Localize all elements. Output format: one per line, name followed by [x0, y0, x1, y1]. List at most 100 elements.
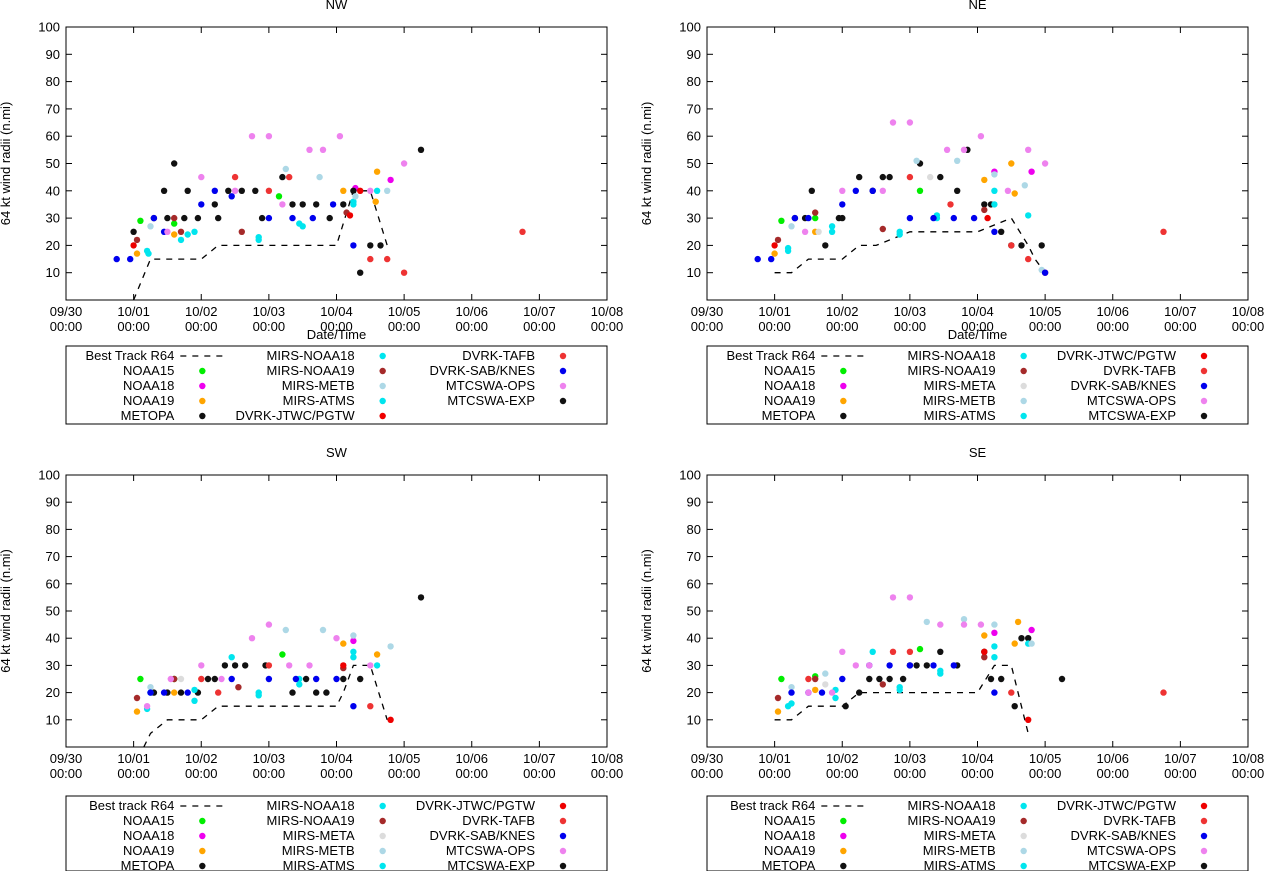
- x-tick-label: 00:00: [185, 319, 218, 334]
- legend-symbol: [1020, 802, 1027, 810]
- legend-label: MIRS-METB: [923, 843, 996, 858]
- data-point-metopa: [856, 689, 863, 696]
- y-tick-label: 60: [46, 576, 60, 591]
- y-tick-label: 70: [46, 101, 60, 116]
- data-point-noaa19: [171, 231, 178, 238]
- legend-label: DVRK-JTWC/PGTW: [236, 408, 356, 423]
- data-point-dvrk-tafb: [1160, 689, 1167, 696]
- data-point-metopa: [886, 675, 893, 683]
- data-point-noaa19: [372, 198, 379, 205]
- y-tick-label: 50: [46, 156, 60, 171]
- data-point-mirs-noaa18: [991, 643, 998, 650]
- x-tick-label: 00:00: [961, 319, 994, 334]
- y-tick-label: 30: [46, 211, 60, 226]
- data-point-dvrk-sab-knes: [791, 214, 799, 222]
- legend-symbol: [1020, 352, 1027, 360]
- x-tick-label: 00:00: [961, 766, 994, 781]
- data-point-dvrk-tafb: [265, 662, 273, 669]
- data-point-dvrk-sab-knes: [184, 689, 191, 696]
- data-point-dvrk-jtwc-pgtw: [981, 648, 988, 655]
- y-tick-label: 40: [46, 631, 60, 646]
- panel-sw: SW10203040506070809010009/3000:0010/0100…: [0, 445, 624, 873]
- data-point-metopa: [211, 201, 218, 208]
- data-point-mirs-noaa19: [171, 214, 178, 222]
- y-axis-label: 64 kt wind radii (n.mi): [639, 549, 654, 673]
- data-point-metopa: [258, 214, 266, 222]
- data-point-dvrk-sab-knes: [309, 214, 316, 222]
- x-tick-label: 00:00: [894, 766, 927, 781]
- data-point-mirs-noaa18: [1025, 212, 1032, 219]
- legend-symbol: [840, 847, 847, 855]
- data-point-metopa: [808, 187, 815, 194]
- y-tick-label: 30: [687, 658, 701, 673]
- data-point-mirs-noaa19: [812, 675, 819, 683]
- x-tick-label: 00:00: [523, 319, 556, 334]
- x-tick-label: 00:00: [591, 766, 624, 781]
- legend-symbol: [840, 412, 847, 420]
- panel-nw: NW10203040506070809010009/3000:0010/0100…: [0, 0, 623, 425]
- data-point-metopa: [842, 703, 849, 710]
- legend-symbol: [1200, 367, 1208, 375]
- data-point-mtcswa-ops: [879, 187, 886, 194]
- data-point-mtcswa-ops: [828, 689, 836, 696]
- y-tick-label: 10: [46, 712, 60, 727]
- data-point-noaa19: [981, 632, 988, 639]
- data-point-metopa: [1038, 242, 1045, 249]
- data-point-metopa: [367, 242, 374, 249]
- data-point-mtcswa-ops: [306, 662, 313, 669]
- data-point-metopa: [289, 201, 296, 208]
- data-point-dvrk-tafb: [906, 648, 914, 655]
- legend-frame: [65, 345, 608, 425]
- data-point-metopa: [184, 187, 191, 194]
- y-tick-label: 50: [687, 604, 701, 619]
- data-point-dvrk-sab-knes: [991, 689, 998, 696]
- legend-symbol: [559, 397, 567, 405]
- data-point-noaa18: [1028, 626, 1035, 634]
- x-tick-label: 10/07: [1164, 304, 1197, 319]
- data-point-dvrk-sab-knes: [852, 187, 859, 194]
- x-tick-label: 10/02: [185, 304, 218, 319]
- legend-symbol: [559, 817, 567, 825]
- x-tick-label: 10/01: [758, 751, 791, 766]
- legend-label: DVRK-TAFB: [462, 813, 535, 828]
- data-point-mirs-noaa19: [177, 228, 185, 235]
- chart-title: NE: [968, 0, 986, 12]
- data-point-mirs-noaa18: [350, 654, 357, 661]
- data-point-mtcswa-ops: [889, 119, 897, 126]
- data-point-dvrk-sab-knes: [970, 214, 978, 222]
- legend-label: NOAA15: [123, 363, 174, 378]
- legend-label: MIRS-METB: [282, 378, 355, 393]
- data-point-dvrk-sab-knes: [930, 214, 937, 222]
- data-point-mirs-noaa18: [869, 648, 876, 655]
- y-tick-label: 90: [687, 47, 701, 62]
- legend-label: NOAA18: [764, 828, 815, 843]
- y-tick-label: 80: [687, 522, 701, 537]
- data-point-metopa: [987, 675, 995, 683]
- data-point-metopa: [1018, 635, 1025, 642]
- data-point-dvrk-jtwc-pgtw: [357, 187, 364, 194]
- legend-label: DVRK-TAFB: [1103, 813, 1176, 828]
- y-tick-label: 100: [679, 468, 701, 483]
- x-tick-label: 00:00: [758, 319, 791, 334]
- legend-symbol: [379, 412, 386, 420]
- x-tick-label: 00:00: [50, 319, 83, 334]
- data-point-mtcswa-ops: [265, 621, 273, 628]
- data-point-metopa: [886, 173, 893, 181]
- data-point-dvrk-tafb: [367, 703, 374, 710]
- data-point-mtcswa-ops: [367, 187, 374, 194]
- x-tick-label: 00:00: [523, 766, 556, 781]
- data-point-mirs-metb: [954, 157, 961, 164]
- data-point-noaa19: [812, 686, 819, 694]
- legend-symbol: [379, 832, 386, 840]
- legend-symbol: [379, 397, 386, 405]
- legend-label: MIRS-METB: [923, 393, 996, 408]
- legend-symbol: [840, 817, 847, 825]
- x-tick-label: 00:00: [320, 319, 353, 334]
- data-point-mirs-noaa19: [133, 236, 141, 244]
- y-tick-label: 100: [38, 20, 60, 35]
- data-point-mirs-noaa19: [981, 206, 988, 214]
- data-point-dvrk-sab-knes: [160, 689, 168, 696]
- legend-symbol: [559, 382, 567, 390]
- legend-label: MIRS-ATMS: [283, 393, 355, 408]
